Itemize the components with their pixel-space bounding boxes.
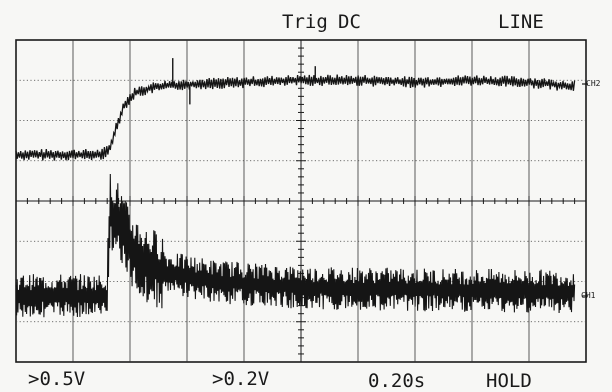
ch1-marker-label: CH1 (581, 291, 596, 300)
trigger-label: Trig (282, 11, 328, 33)
graticule (15, 39, 587, 363)
ch2-scale-readout: >0.2V (212, 368, 269, 390)
hold-mode-indicator: HOLD (486, 370, 532, 392)
trigger-coupling: DC (338, 11, 361, 33)
ch2-trace (15, 74, 576, 161)
ch1-scale-readout: >0.5V (28, 368, 85, 390)
ch2-marker-label: CH2 (586, 79, 601, 88)
trigger-source: LINE (498, 11, 544, 33)
timebase-readout: 0.20s (368, 370, 425, 392)
waveform-traces (15, 58, 588, 318)
ch1-trace (15, 173, 576, 318)
